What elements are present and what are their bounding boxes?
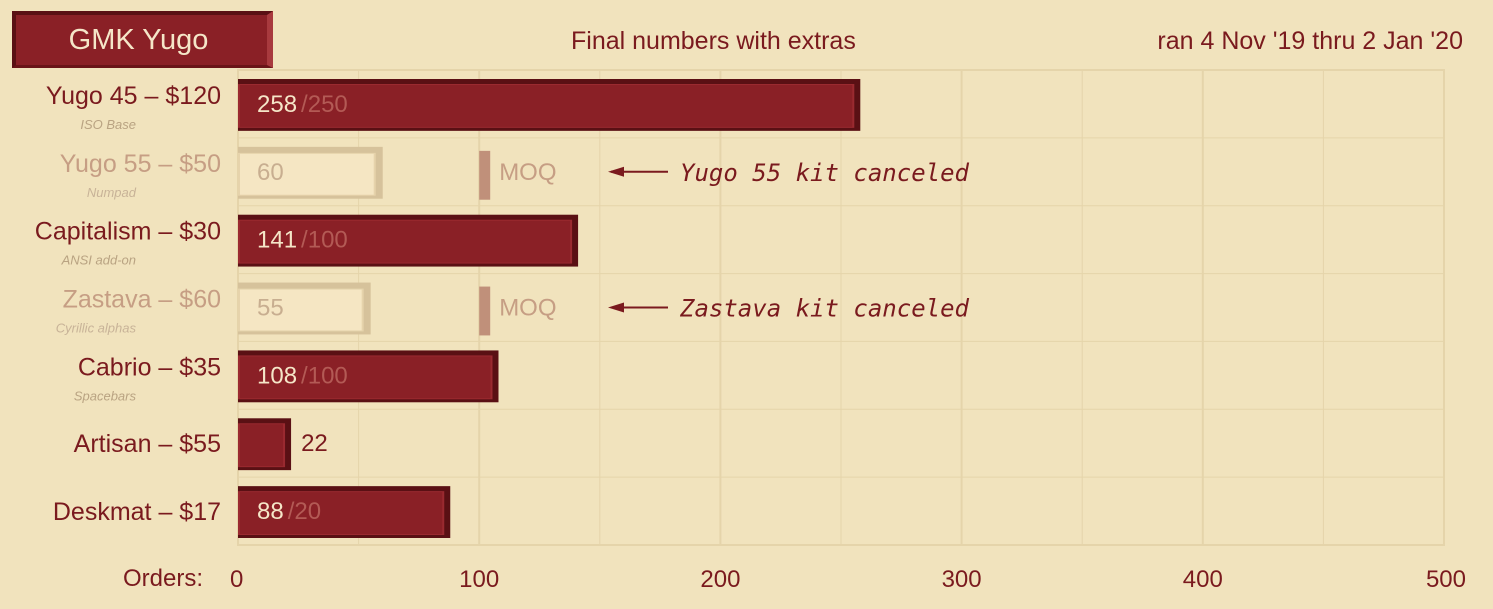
- bar-cabrio-35: [238, 350, 499, 403]
- category-sublabel: ISO Base: [80, 117, 136, 132]
- annotation-text: Zastava kit canceled: [679, 295, 970, 323]
- category-sublabel: Spacebars: [74, 388, 137, 403]
- bar-zastava-60: [238, 282, 371, 335]
- category-label-zastava-60: Zastava – $60: [63, 286, 221, 314]
- x-tick-label: 200: [700, 566, 740, 593]
- chart-subtitle: Final numbers with extras: [571, 27, 856, 55]
- moq-marker: [479, 150, 491, 200]
- category-sublabel: Cyrillic alphas: [56, 321, 137, 336]
- value-label-capitalism-30: 141/100: [257, 227, 348, 254]
- bar-deskmat-17: [238, 486, 451, 538]
- category-sublabel: ANSI add-on: [61, 253, 136, 268]
- category-label-deskmat-17: Deskmat – $17: [53, 498, 221, 526]
- moq-label: MOQ: [499, 295, 556, 322]
- value-label-yugo-45-120: 258/250: [257, 91, 348, 118]
- bar-yugo-45-120: [238, 79, 861, 131]
- arrowhead: [608, 302, 624, 313]
- moq-label: MOQ: [499, 159, 556, 186]
- value-label-cabrio-35: 108/100: [257, 362, 348, 389]
- value-label-artisan-55: 22: [301, 430, 328, 457]
- bar-capitalism-30: [238, 214, 579, 267]
- x-tick-label: 0: [230, 566, 243, 593]
- arrowhead: [608, 166, 624, 177]
- category-label-yugo-45-120: Yugo 45 – $120: [46, 82, 221, 110]
- bar-yugo-55-50: [238, 146, 383, 199]
- category-label-capitalism-30: Capitalism – $30: [35, 218, 221, 246]
- value-label-deskmat-17: 88/20: [257, 498, 321, 525]
- date-range: ran 4 Nov '19 thru 2 Jan '20: [1157, 27, 1463, 55]
- bar-artisan-55: [238, 418, 292, 471]
- title-badge: GMK Yugo: [12, 11, 273, 68]
- x-tick-label: 300: [942, 566, 982, 593]
- x-axis-title: Orders:: [123, 565, 203, 592]
- x-tick-label: 500: [1426, 566, 1466, 593]
- category-label-yugo-55-50: Yugo 55 – $50: [60, 150, 221, 178]
- x-tick-label: 400: [1183, 566, 1223, 593]
- value-label-zastava-60: 55: [257, 295, 284, 322]
- x-tick-label: 100: [459, 566, 499, 593]
- category-label-artisan-55: Artisan – $55: [74, 430, 221, 458]
- category-label-cabrio-35: Cabrio – $35: [78, 353, 221, 381]
- moq-marker: [479, 286, 491, 336]
- annotation-text: Yugo 55 kit canceled: [680, 159, 970, 187]
- category-sublabel: Numpad: [87, 185, 137, 200]
- value-label-yugo-55-50: 60: [257, 159, 284, 186]
